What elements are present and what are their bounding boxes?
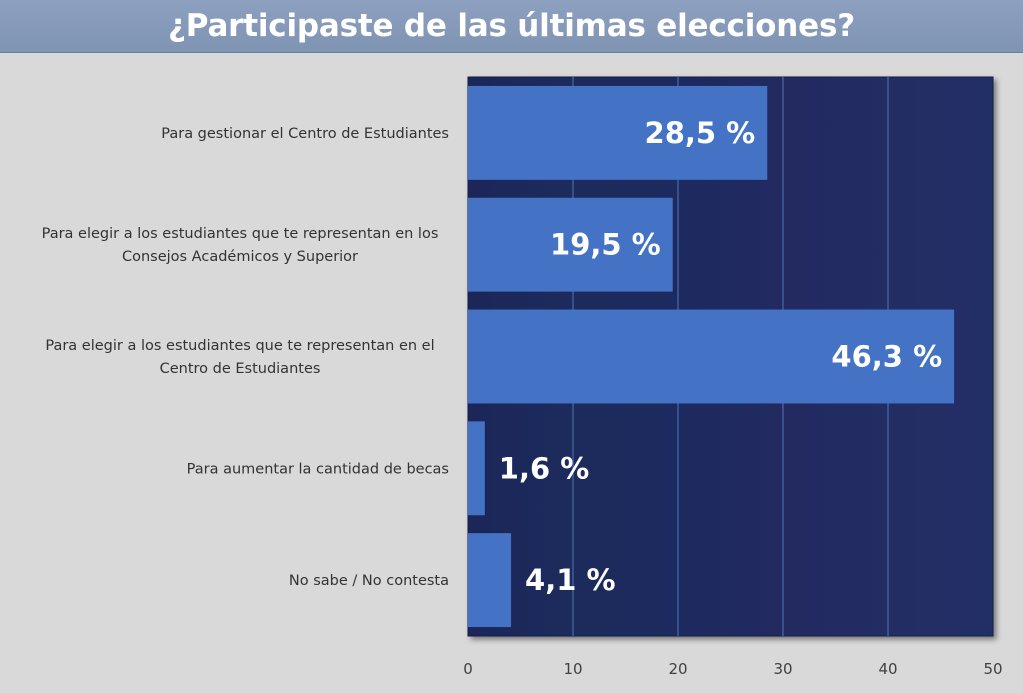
- bar-3: [468, 309, 955, 404]
- category-label-2-line-2: Consejos Académicos y Superior: [122, 249, 358, 265]
- data-label-3: 46,3 %: [831, 340, 942, 374]
- category-label-5: No sabe / No contesta: [289, 573, 449, 589]
- data-label-2: 19,5 %: [550, 228, 661, 262]
- bar-1: [468, 85, 768, 180]
- category-label-2: Para elegir a los estudiantes que te rep…: [42, 226, 439, 265]
- category-label-4: Para aumentar la cantidad de becas: [187, 461, 449, 477]
- category-label-5-line-1: No sabe / No contesta: [289, 573, 449, 589]
- x-tick-label-20: 20: [668, 660, 687, 678]
- chart-title-bar: ¿Participaste de las últimas elecciones?: [0, 0, 1023, 53]
- x-tick-label-10: 10: [563, 660, 582, 678]
- category-label-2-line-1: Para elegir a los estudiantes que te rep…: [42, 226, 439, 242]
- x-tick-label-0: 0: [463, 660, 473, 678]
- category-label-4-line-1: Para aumentar la cantidad de becas: [187, 461, 449, 477]
- category-label-3-line-1: Para elegir a los estudiantes que te rep…: [45, 338, 434, 354]
- data-label-1: 28,5 %: [645, 116, 756, 150]
- category-label-3: Para elegir a los estudiantes que te rep…: [45, 338, 434, 377]
- category-label-3-line-2: Centro de Estudiantes: [160, 361, 321, 377]
- data-label-4: 1,6 %: [499, 451, 590, 485]
- data-label-5: 4,1 %: [525, 563, 616, 597]
- bar-4: [468, 421, 485, 516]
- x-tick-label-50: 50: [983, 660, 1002, 678]
- bar-2: [468, 197, 673, 292]
- chart-title: ¿Participaste de las últimas elecciones?: [167, 8, 855, 44]
- category-label-1-line-1: Para gestionar el Centro de Estudiantes: [161, 126, 449, 142]
- x-tick-label-40: 40: [878, 660, 897, 678]
- x-tick-label-30: 30: [773, 660, 792, 678]
- category-label-1: Para gestionar el Centro de Estudiantes: [161, 126, 449, 142]
- bar-5: [468, 533, 512, 628]
